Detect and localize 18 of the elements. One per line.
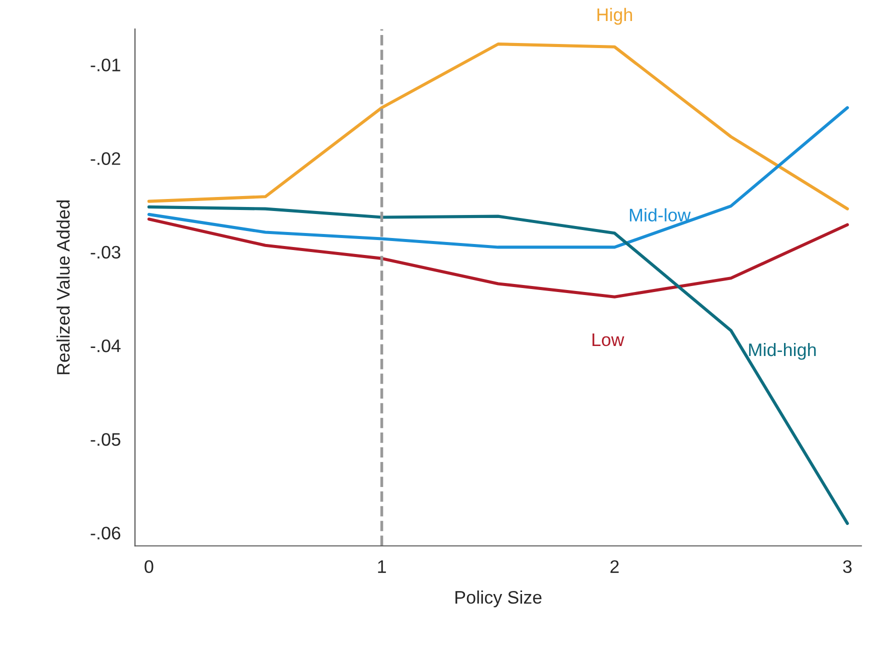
text: Low bbox=[592, 334, 624, 346]
x-tick-label: 3 bbox=[843, 560, 852, 574]
series-label: Mid-high bbox=[749, 342, 816, 360]
y-tick-label: -.02 bbox=[90, 152, 120, 165]
y-tick-label: -.04 bbox=[90, 339, 121, 352]
series-label: High bbox=[597, 8, 632, 25]
line-series bbox=[147, 205, 849, 525]
x-axis-title: Policy Size bbox=[456, 590, 542, 608]
y-axis-title: Realized Value Added bbox=[56, 200, 70, 374]
series-label: Mid-low bbox=[630, 208, 691, 222]
y-tick-label: -.06 bbox=[90, 526, 120, 540]
line-series bbox=[147, 106, 849, 249]
x-tick-label: 2 bbox=[610, 560, 619, 573]
y-tick-label: -.05 bbox=[90, 433, 120, 446]
y-tick-label: -.03 bbox=[90, 246, 120, 259]
x-tick-label: 0 bbox=[144, 560, 154, 574]
x-tick-label: 1 bbox=[378, 560, 386, 573]
y-tick-label: -.01 bbox=[90, 58, 120, 72]
